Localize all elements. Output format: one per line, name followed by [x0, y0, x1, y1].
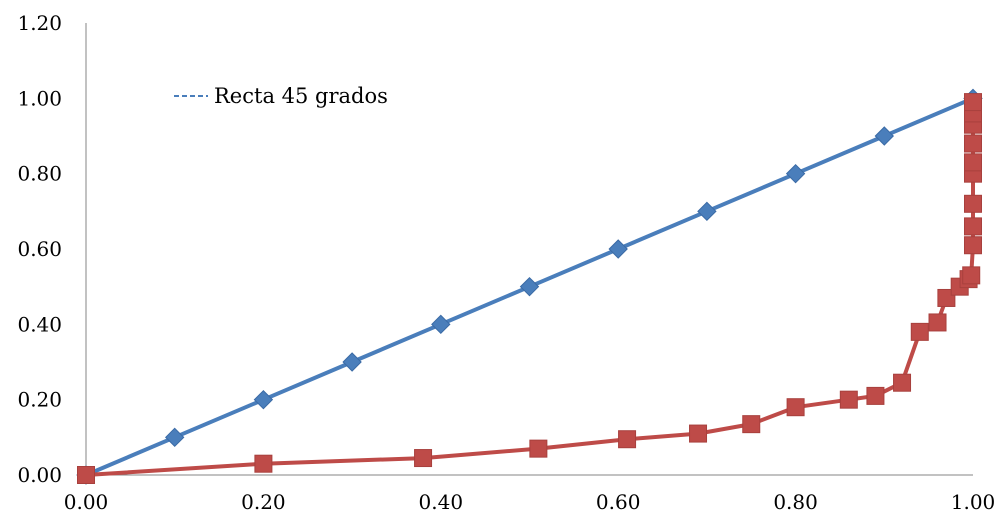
data-point-square: [893, 373, 912, 392]
data-point-diamond: [785, 163, 806, 184]
data-point-square: [689, 424, 708, 443]
data-point-square: [964, 236, 982, 255]
x-tick-label: 0.40: [419, 490, 464, 514]
x-tick-label: 1.00: [951, 490, 996, 514]
legend: Recta 45 grados: [174, 84, 388, 108]
data-point-square: [742, 415, 761, 434]
data-point-square: [962, 266, 981, 285]
x-tick-labels: 0.00 0.20 0.40 0.60 0.80 1.00: [64, 490, 996, 514]
data-point-square: [866, 386, 885, 405]
y-tick-label: 0.00: [17, 463, 62, 487]
x-tick-label: 0.20: [241, 490, 286, 514]
data-point-square: [964, 93, 982, 112]
y-tick-label: 1.00: [17, 86, 62, 110]
data-point-diamond: [519, 276, 540, 297]
data-point-square: [529, 439, 548, 458]
x-tick-label: 0.00: [64, 490, 109, 514]
x-tick-label: 0.60: [596, 490, 641, 514]
series-1: [77, 93, 982, 484]
data-point-square: [786, 398, 805, 417]
data-point-square: [618, 430, 637, 449]
data-point-diamond: [697, 201, 717, 222]
data-point-square: [964, 134, 982, 153]
data-point-diamond: [164, 427, 185, 448]
data-point-diamond: [253, 389, 274, 410]
data-point-diamond: [608, 239, 628, 259]
y-tick-label: 0.20: [17, 388, 62, 412]
data-point-square: [77, 466, 95, 484]
data-point-square: [964, 217, 982, 236]
data-point-square: [937, 288, 956, 307]
data-point-square: [910, 322, 929, 341]
series-0: [76, 88, 983, 485]
legend-label: Recta 45 grados: [214, 84, 388, 108]
x-tick-label: 0.80: [773, 490, 818, 514]
data-point-square: [839, 390, 858, 409]
data-point-square: [964, 153, 982, 172]
y-tick-label: 0.80: [17, 162, 62, 186]
axes: [85, 23, 973, 476]
series-layer: [76, 88, 983, 485]
data-point-diamond: [342, 352, 362, 372]
data-point-square: [928, 313, 947, 332]
y-tick-label: 0.60: [17, 237, 62, 261]
y-tick-labels: 0.00 0.20 0.40 0.60 0.80 1.00 1.20: [17, 11, 62, 487]
data-point-diamond: [874, 126, 895, 146]
data-point-square: [964, 194, 982, 213]
data-point-square: [254, 454, 273, 473]
data-point-square: [414, 449, 433, 468]
data-point-diamond: [431, 314, 451, 335]
y-tick-label: 0.40: [17, 312, 62, 336]
y-tick-label: 1.20: [17, 11, 62, 35]
